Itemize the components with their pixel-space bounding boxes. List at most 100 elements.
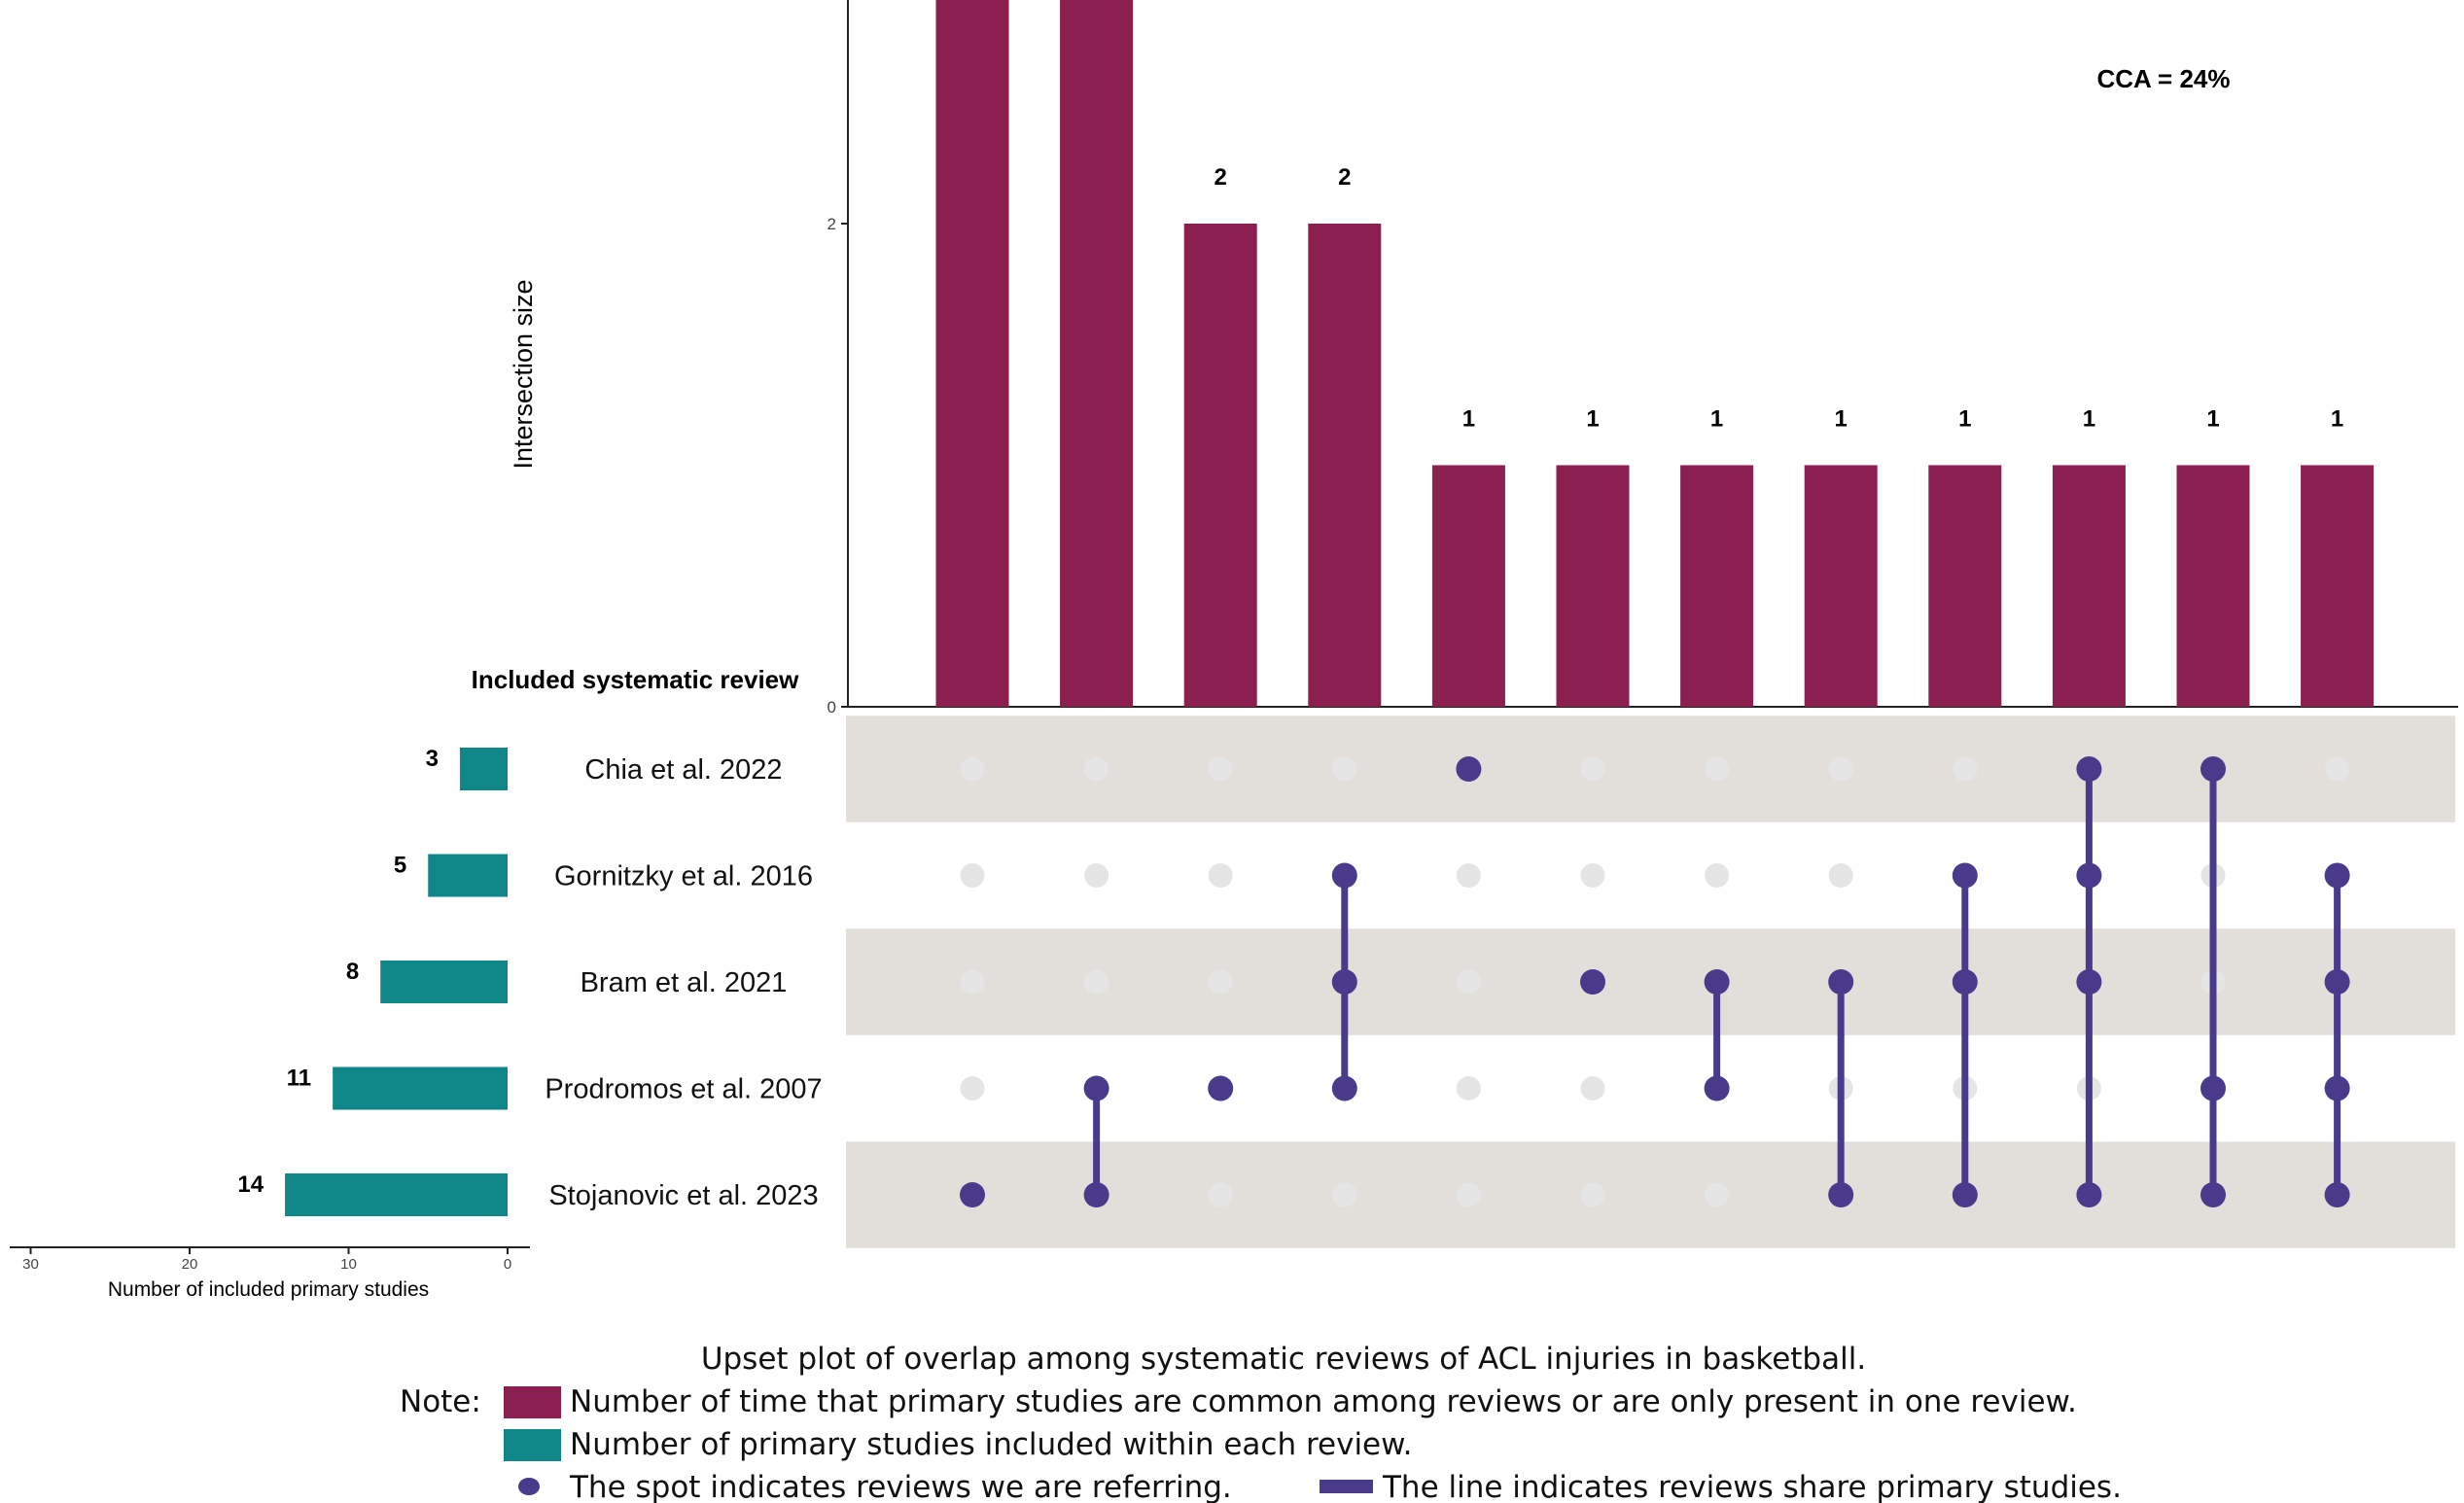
set-size-label: 3 (426, 746, 439, 772)
matrix-dot-active (960, 1182, 985, 1207)
matrix-dot-active (2324, 862, 2350, 889)
matrix-dot-active (2076, 1182, 2102, 1207)
matrix-dot-inactive (1705, 863, 1730, 888)
intersection-bar (1804, 465, 1878, 707)
matrix-dot-inactive (1208, 863, 1233, 888)
intersection-bar (2176, 465, 2250, 707)
intersection-value-label: 2 (1338, 164, 1351, 191)
set-size-label: 11 (287, 1066, 311, 1092)
matrix-dot-inactive (1828, 756, 1853, 782)
intersection-value-label: 1 (1462, 406, 1475, 433)
matrix-dot-inactive (1705, 756, 1730, 782)
matrix-dot-active (2200, 756, 2226, 782)
matrix-dot-inactive (1208, 1182, 1233, 1207)
set-size-bar (333, 1066, 508, 1110)
matrix-dot-inactive (1580, 756, 1605, 782)
legend-item-set-size: Number of primary studies included withi… (570, 1427, 1413, 1462)
matrix-dot-active (1083, 1182, 1109, 1207)
chart-caption: Upset plot of overlap among systematic r… (701, 1342, 1866, 1377)
set-size-bar (380, 961, 508, 1003)
intersection-axis-title: Intersection size (509, 279, 538, 469)
matrix-dot-inactive (1332, 756, 1357, 782)
intersection-bar (2301, 465, 2375, 707)
matrix-dot-inactive (960, 1076, 985, 1101)
matrix-dot-active (1952, 862, 1978, 889)
intersection-value-label: 1 (1586, 406, 1599, 433)
intersection-value-label: 1 (2206, 406, 2219, 433)
matrix-dot-inactive (960, 863, 985, 888)
intersection-value-label: 1 (1958, 406, 1971, 433)
matrix-dot-inactive (1580, 1076, 1605, 1101)
set-name-label: Prodromos et al. 2007 (545, 1074, 822, 1105)
matrix-dot-active (1331, 1075, 1357, 1101)
matrix-row-stripe (846, 1141, 2455, 1248)
intersection-value-label: 1 (1710, 406, 1723, 433)
matrix-dot-active (2076, 756, 2102, 782)
matrix-dot-active (2200, 1075, 2226, 1101)
matrix-dot-inactive (1705, 1182, 1730, 1207)
set-axis-title: Number of included primary studies (108, 1278, 429, 1301)
cca-annotation: CCA = 24% (2096, 64, 2230, 93)
legend-line-icon (1320, 1480, 1373, 1493)
legend-item-dot: The spot indicates reviews we are referr… (569, 1470, 1232, 1503)
intersection-value-label: 1 (2331, 406, 2343, 433)
matrix-dot-active (1704, 1075, 1730, 1101)
matrix-dot-active (1331, 862, 1357, 889)
matrix-dot-active (2324, 969, 2350, 995)
intersection-bar (1308, 224, 1382, 707)
matrix-dot-active (2324, 1182, 2350, 1207)
matrix-dot-inactive (1332, 1182, 1357, 1207)
intersection-bar (1928, 465, 2002, 707)
intersection-bar (935, 0, 1009, 707)
matrix-dot-active (2324, 1075, 2350, 1101)
matrix-dot-active (1083, 1075, 1109, 1101)
matrix-dot-active (1704, 969, 1730, 995)
intersection-bar (1183, 224, 1257, 707)
matrix-dot-inactive (960, 969, 985, 995)
set-tick-label: 30 (22, 1256, 39, 1273)
set-name-label: Stojanovic et al. 2023 (548, 1180, 818, 1211)
matrix-dot-inactive (1580, 1182, 1605, 1207)
matrix-dot-active (2200, 1182, 2226, 1207)
matrix-row-stripe (846, 928, 2455, 1035)
matrix-dot-inactive (1456, 863, 1481, 888)
legend-dot-icon (518, 1478, 540, 1495)
intersection-tick-label: 0 (827, 698, 836, 717)
matrix-dot-inactive (1084, 756, 1109, 782)
matrix-dot-active (2076, 969, 2102, 995)
set-name-label: Bram et al. 2021 (581, 967, 788, 998)
set-size-bars: 3 Chia et al. 2022 5 Gornitzky et al. 2016 8… (10, 746, 823, 1273)
set-header: Included systematic review (472, 665, 799, 694)
set-size-label: 14 (237, 1171, 264, 1198)
matrix-dot-active (1331, 969, 1357, 995)
matrix-dot-inactive (1208, 756, 1233, 782)
intersection-bar (1431, 465, 1505, 707)
intersection-bar (1680, 465, 1754, 707)
matrix-dot-active (2076, 862, 2102, 889)
intersection-tick-label: 2 (827, 215, 836, 233)
matrix-dot-inactive (1208, 969, 1233, 995)
matrix-background (846, 716, 2455, 1248)
matrix-dot-active (1828, 1182, 1854, 1207)
set-tick-label: 0 (504, 1256, 511, 1273)
intersection-bar (1060, 0, 1134, 707)
matrix-dot-active (1952, 969, 1978, 995)
legend-note-label: Note: (400, 1384, 481, 1419)
legend-item-line: The line indicates reviews share primary… (1382, 1470, 2122, 1503)
matrix-dot-active (1828, 969, 1854, 995)
matrix-dot-active (1456, 756, 1482, 782)
intersection-value-label: 1 (1835, 406, 1848, 433)
matrix-dot-inactive (1456, 1076, 1481, 1101)
set-size-bar (428, 854, 508, 897)
matrix-dot-inactive (1953, 756, 1978, 782)
set-tick-label: 10 (340, 1256, 357, 1273)
membership-matrix (960, 756, 2350, 1207)
matrix-dot-inactive (2325, 756, 2350, 782)
intersection-value-label: 1 (2083, 406, 2095, 433)
matrix-dot-inactive (1456, 1182, 1481, 1207)
set-name-label: Chia et al. 2022 (584, 754, 782, 786)
legend-item-intersection: Number of time that primary studies are … (570, 1384, 2077, 1419)
intersection-bar (2052, 465, 2126, 707)
set-size-label: 8 (346, 959, 359, 985)
